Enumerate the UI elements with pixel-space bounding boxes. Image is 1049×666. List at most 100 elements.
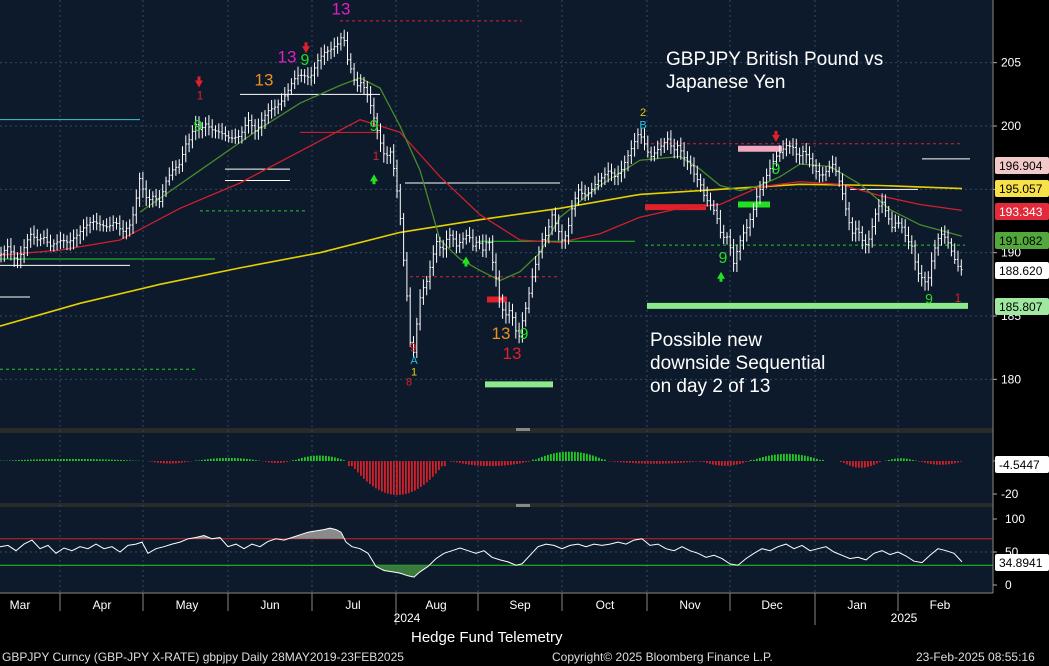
sequential-count-label: 2: [640, 107, 646, 119]
oscillator-bar: [891, 459, 893, 461]
price-badge-label: 185.807: [999, 300, 1043, 314]
oscillator-bar: [423, 461, 425, 485]
oscillator-bar: [120, 460, 122, 461]
sequential-count-label: 1: [197, 88, 204, 102]
oscillator-bar: [322, 455, 324, 461]
y-tick-label: 190: [1001, 246, 1021, 260]
panel-divider-1: [0, 428, 993, 433]
oscillator-bar: [804, 455, 806, 461]
oscillator-bar: [668, 461, 670, 464]
oscillator-bar: [298, 458, 300, 461]
oscillator-bar: [292, 460, 294, 461]
oscillator-bar: [48, 459, 50, 461]
oscillator-bar: [906, 458, 908, 461]
y-tick-label: 205: [1001, 56, 1021, 70]
oscillator-bar: [175, 461, 177, 464]
oscillator-bar: [739, 461, 741, 464]
oscillator-bar: [316, 455, 318, 461]
x-month-label: Dec: [761, 598, 782, 612]
price-badge-label: 193.343: [999, 205, 1043, 219]
oscillator-bar: [680, 461, 682, 463]
sequential-count-label: 9: [370, 118, 379, 135]
oscillator-bar: [849, 461, 851, 466]
oscillator-bar: [222, 458, 224, 461]
oscillator-bar: [589, 454, 591, 461]
oscillator-bar: [665, 461, 667, 464]
oscillator-bar: [408, 461, 410, 494]
oscillator-bar: [683, 461, 685, 463]
oscillator-bar: [310, 456, 312, 461]
oscillator-bar: [172, 461, 174, 464]
oscillator-bar: [78, 458, 80, 461]
oscillator-bar: [402, 461, 404, 495]
oscillator-bar: [742, 461, 744, 464]
oscillator-bar: [249, 459, 251, 461]
chart-title: GBPJPY British Pound vs Japanese Yen: [666, 48, 883, 94]
oscillator-bar: [659, 461, 661, 464]
oscillator-bar: [586, 453, 588, 461]
oscillator-bar: [69, 458, 71, 461]
oscillator-bar: [948, 461, 950, 465]
x-month-label: Aug: [425, 598, 446, 612]
oscillator-bar: [378, 461, 380, 491]
oscillator-bar: [686, 461, 688, 463]
oscillator-bar: [459, 461, 461, 464]
oscillator-bar: [304, 457, 306, 461]
oscillator-bar: [513, 461, 515, 465]
oscillator-bar: [343, 460, 345, 461]
oscillator-bar: [265, 461, 267, 462]
oscillator-bar: [498, 461, 500, 466]
price-badge-label: 195.057: [999, 182, 1043, 196]
sequential-count-label: B: [639, 120, 646, 132]
oscillator-bar: [867, 461, 869, 467]
ma-yellow-line: [0, 183, 963, 327]
oscillator-bar: [471, 461, 473, 465]
oscillator-bar: [301, 457, 303, 461]
price-badge-label: 196.904: [999, 159, 1043, 173]
oscillator-bar: [924, 461, 926, 463]
oscillator-bar: [562, 451, 564, 461]
oscillator-bar: [957, 461, 959, 463]
oscillator-bar: [632, 461, 634, 464]
oscillator-bar: [861, 461, 863, 468]
oscillator-bar: [876, 461, 878, 464]
footer-mid: Copyright© 2025 Bloomberg Finance L.P.: [552, 650, 773, 664]
oscillator-bar: [695, 461, 697, 462]
oscillator-bar: [918, 461, 920, 462]
panel-divider-2: [0, 503, 993, 507]
oscillator-bar: [151, 461, 153, 462]
x-month-label: Mar: [10, 598, 31, 612]
oscillator-bar: [337, 458, 339, 461]
rsi-value-badge: [995, 554, 1049, 571]
oscillator-bar: [538, 458, 540, 461]
annotation-line-1: Possible new: [650, 330, 762, 351]
oscillator-bar: [384, 461, 386, 493]
rsi-tick-label: 0: [1005, 578, 1012, 592]
oscillator-bar: [295, 459, 297, 461]
oscillator-bar: [709, 461, 711, 464]
oscillator-bar: [544, 455, 546, 461]
oscillator-bar: [39, 459, 41, 461]
oscillator-bar: [753, 459, 755, 461]
oscillator-bar: [417, 461, 419, 489]
oscillator-bar: [553, 453, 555, 461]
sequential-count-label: 1: [373, 149, 380, 163]
oscillator-bar: [954, 461, 956, 464]
oscillator-bar: [507, 461, 509, 466]
oscillator-bar: [210, 458, 212, 461]
oscillator-bar: [501, 461, 503, 466]
oscillator-bar: [240, 458, 242, 461]
oscillator-bar: [822, 459, 824, 461]
oscillator-bar: [571, 451, 573, 461]
oscillator-bar: [629, 461, 631, 463]
oscillator-bar: [864, 461, 866, 468]
oscillator-bar: [870, 461, 872, 467]
oscillator-bar: [396, 461, 398, 495]
oscillator-bar: [483, 461, 485, 466]
oscillator-bar: [27, 459, 29, 461]
sequential-count-label: 9: [194, 118, 203, 135]
oscillator-bar: [453, 461, 455, 462]
oscillator-bar: [160, 461, 162, 464]
oscillator-bar: [474, 461, 476, 466]
oscillator-bar: [184, 461, 186, 463]
